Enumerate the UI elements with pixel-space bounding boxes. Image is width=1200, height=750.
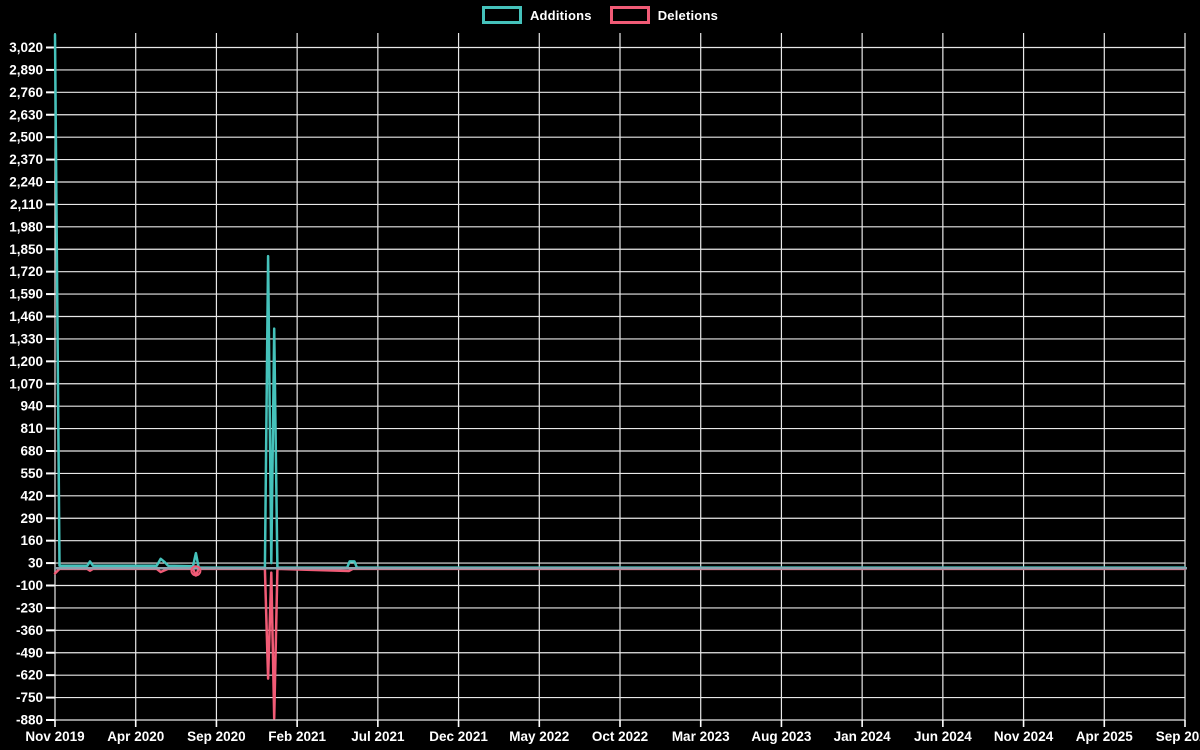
y-tick-label: 160 — [20, 533, 43, 548]
deletions-point-marker[interactable] — [190, 565, 202, 577]
y-tick-label: 680 — [20, 444, 43, 459]
y-tick-label: -230 — [16, 600, 43, 615]
y-tick-label: 1,590 — [9, 287, 43, 302]
y-tick-label: 2,110 — [10, 197, 43, 212]
x-tick-label: Jun 2024 — [914, 729, 972, 744]
x-tick-label: Mar 2023 — [672, 729, 730, 744]
y-tick-label: 1,070 — [9, 376, 43, 391]
y-tick-label: -360 — [16, 623, 43, 638]
y-tick-label: 1,720 — [9, 264, 43, 279]
x-tick-label: Oct 2022 — [592, 729, 648, 744]
y-tick-label: 1,200 — [9, 354, 43, 369]
x-tick-label: May 2022 — [509, 729, 569, 744]
x-tick-label: Sep 2020 — [187, 729, 246, 744]
x-tick-label: Aug 2023 — [751, 729, 812, 744]
y-tick-label: 810 — [20, 421, 43, 436]
x-tick-label: Apr 2025 — [1076, 729, 1134, 744]
y-tick-label: 1,980 — [9, 219, 43, 234]
legend-item-deletions[interactable]: Deletions — [609, 6, 719, 24]
legend-label-additions: Additions — [529, 7, 592, 23]
deletions-swatch — [609, 6, 650, 24]
y-tick-label: 2,760 — [9, 85, 43, 100]
x-tick-label: Jul 2021 — [351, 729, 405, 744]
y-tick-label: 940 — [20, 399, 43, 414]
y-tick-label: 420 — [20, 488, 43, 503]
y-tick-label: 2,500 — [9, 130, 43, 145]
y-tick-label: 2,630 — [9, 107, 43, 122]
y-tick-label: 30 — [28, 556, 43, 571]
legend-item-additions[interactable]: Additions — [481, 6, 592, 24]
y-tick-label: -880 — [16, 713, 43, 728]
y-tick-label: 1,460 — [9, 309, 43, 324]
y-tick-label: 2,240 — [9, 175, 43, 190]
y-tick-label: 1,330 — [9, 331, 43, 346]
y-tick-label: -750 — [16, 690, 43, 705]
y-tick-label: -490 — [16, 645, 43, 660]
y-tick-label: -620 — [16, 668, 43, 683]
x-tick-label: Apr 2020 — [107, 729, 164, 744]
y-tick-label: 3,020 — [9, 40, 43, 55]
y-tick-label: 550 — [20, 466, 43, 481]
y-tick-label: 1,850 — [9, 242, 43, 257]
y-tick-label: 290 — [20, 511, 43, 526]
x-tick-label: Sep 2025 — [1156, 729, 1200, 744]
y-tick-label: 2,890 — [9, 62, 43, 77]
x-tick-label: Dec 2021 — [429, 729, 488, 744]
chart-legend: Additions Deletions — [0, 6, 1200, 24]
additions-line — [53, 33, 1187, 569]
y-tick-label: 2,370 — [9, 152, 43, 167]
x-tick-label: Nov 2024 — [994, 729, 1054, 744]
x-tick-label: Nov 2019 — [25, 729, 84, 744]
x-tick-label: Feb 2021 — [268, 729, 326, 744]
additions-swatch — [481, 6, 522, 24]
legend-label-deletions: Deletions — [657, 7, 719, 23]
y-tick-label: -100 — [16, 578, 43, 593]
x-tick-label: Jan 2024 — [834, 729, 892, 744]
